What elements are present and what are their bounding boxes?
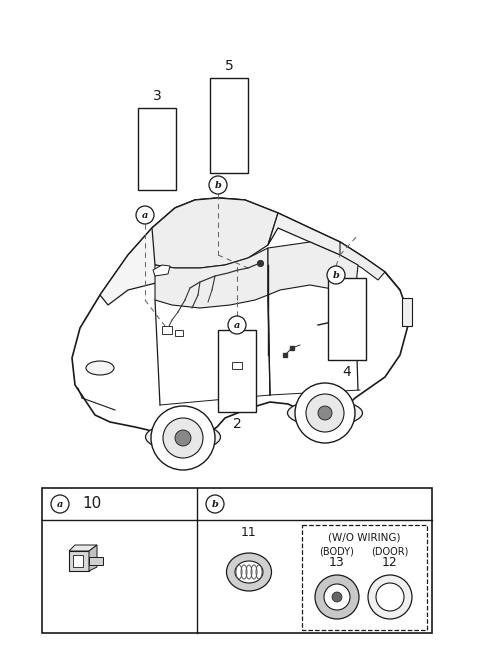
Ellipse shape	[227, 553, 272, 591]
Text: (DOOR): (DOOR)	[372, 546, 408, 556]
Circle shape	[51, 495, 69, 513]
Circle shape	[151, 406, 215, 470]
Bar	[218, 330, 256, 412]
Circle shape	[163, 418, 203, 458]
Ellipse shape	[288, 400, 362, 426]
Text: (BODY): (BODY)	[320, 546, 354, 556]
Circle shape	[228, 316, 246, 334]
Bar	[69, 551, 89, 571]
Circle shape	[327, 266, 345, 284]
Circle shape	[332, 592, 342, 602]
Circle shape	[368, 575, 412, 619]
Text: a: a	[57, 500, 63, 509]
Text: 3: 3	[153, 89, 161, 103]
Text: 2: 2	[233, 417, 241, 431]
Text: b: b	[212, 500, 218, 509]
Text: a: a	[142, 211, 148, 220]
Polygon shape	[89, 545, 97, 571]
Text: 10: 10	[83, 496, 102, 512]
Bar	[402, 298, 412, 326]
Bar	[210, 78, 248, 173]
Polygon shape	[72, 198, 410, 438]
Circle shape	[209, 176, 227, 194]
Circle shape	[175, 430, 191, 446]
Text: 13: 13	[329, 557, 345, 569]
Circle shape	[206, 495, 224, 513]
Text: b: b	[333, 271, 339, 280]
Ellipse shape	[235, 561, 263, 583]
Bar	[73, 555, 83, 567]
Bar	[175, 330, 183, 336]
Polygon shape	[340, 242, 385, 280]
Bar	[162, 326, 172, 334]
Bar	[302, 525, 427, 630]
Text: 12: 12	[382, 557, 398, 569]
Text: 4: 4	[343, 365, 351, 379]
Circle shape	[295, 383, 355, 443]
Text: 11: 11	[241, 525, 257, 538]
Polygon shape	[69, 545, 97, 551]
Circle shape	[318, 406, 332, 420]
Polygon shape	[100, 198, 250, 305]
Bar	[328, 278, 366, 360]
Text: a: a	[234, 321, 240, 330]
Circle shape	[324, 584, 350, 610]
Ellipse shape	[145, 423, 220, 451]
Circle shape	[315, 575, 359, 619]
Polygon shape	[268, 242, 358, 295]
Bar	[232, 362, 242, 369]
Bar	[89, 557, 103, 565]
Polygon shape	[152, 198, 278, 268]
Ellipse shape	[86, 361, 114, 375]
Text: 5: 5	[225, 59, 233, 73]
Polygon shape	[153, 265, 170, 276]
Circle shape	[306, 394, 344, 432]
Polygon shape	[268, 213, 365, 265]
Bar	[42, 488, 432, 633]
Circle shape	[376, 583, 404, 611]
Circle shape	[136, 206, 154, 224]
Text: (W/O WIRING): (W/O WIRING)	[328, 532, 401, 542]
Text: b: b	[215, 181, 221, 190]
Polygon shape	[155, 248, 268, 308]
Bar	[138, 108, 176, 190]
